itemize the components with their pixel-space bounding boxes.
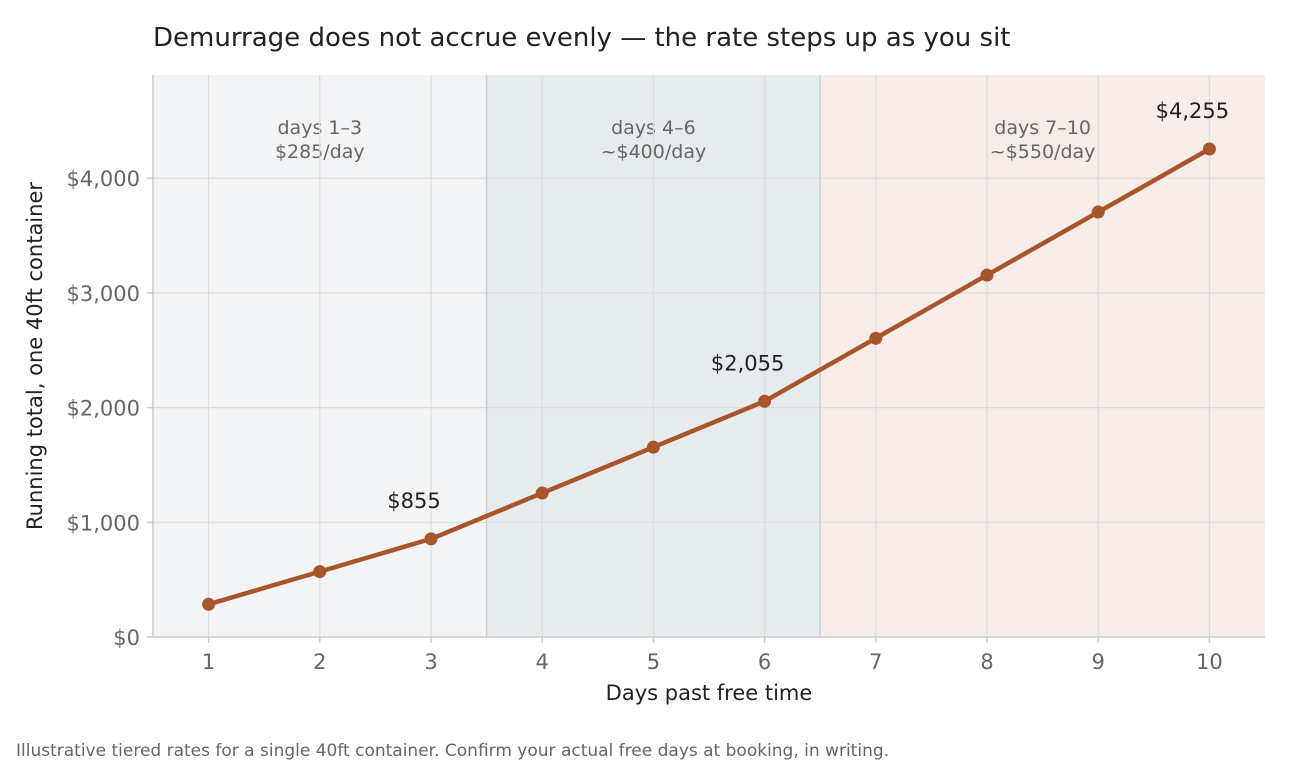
x-tick-label-3: 3	[424, 650, 437, 674]
x-tick-label-8: 8	[980, 650, 993, 674]
data-label-day-3: $855	[387, 489, 440, 513]
data-point-day-9	[1091, 205, 1105, 219]
x-tick-label-1: 1	[202, 650, 215, 674]
data-point-day-7	[869, 331, 883, 345]
data-point-day-8	[980, 268, 994, 282]
data-labels: $855 $2,055 $4,255	[387, 99, 1229, 513]
band-label-3-rate: ~$550/day	[990, 141, 1096, 163]
footnote: Illustrative tiered rates for a single 4…	[16, 741, 889, 761]
y-axis-label: Running total, one 40ft container	[23, 182, 47, 530]
x-tick-label-10: 10	[1196, 650, 1223, 674]
x-axis-label: Days past free time	[606, 681, 813, 705]
band-label-3-range: days 7–10	[994, 117, 1091, 139]
series-line-1	[206, 146, 1212, 607]
y-tick-label-3: $2,000	[67, 397, 140, 421]
phase-band-3	[820, 75, 1265, 637]
data-point-day-10	[1202, 142, 1216, 156]
axes: 1 2 3 4 5 6 7 8 9 10 $0 $1,000 $2,000 $3,000 $4,000	[67, 75, 1265, 674]
data-point-day-2	[313, 565, 327, 579]
data-point-day-3	[424, 532, 438, 546]
data-point-day-6	[758, 394, 772, 408]
data-label-day-10: $4,255	[1156, 99, 1229, 123]
data-point-day-5	[646, 440, 660, 454]
y-tick-label-5: $4,000	[67, 167, 140, 191]
x-tick-label-4: 4	[536, 650, 549, 674]
data-series	[202, 142, 1216, 611]
x-tick-label-5: 5	[647, 650, 660, 674]
data-label-day-6: $2,055	[711, 351, 784, 375]
data-point-day-4	[535, 486, 549, 500]
x-tick-label-9: 9	[1092, 650, 1105, 674]
x-tick-label-6: 6	[758, 650, 771, 674]
y-tick-label-2: $1,000	[67, 511, 140, 535]
y-tick-label-1: $0	[113, 626, 140, 650]
y-tick-label-4: $3,000	[67, 282, 140, 306]
chart-title: Demurrage does not accrue evenly — the r…	[153, 23, 1011, 53]
data-point-day-1	[202, 597, 216, 611]
x-tick-label-2: 2	[313, 650, 326, 674]
x-tick-label-7: 7	[869, 650, 882, 674]
